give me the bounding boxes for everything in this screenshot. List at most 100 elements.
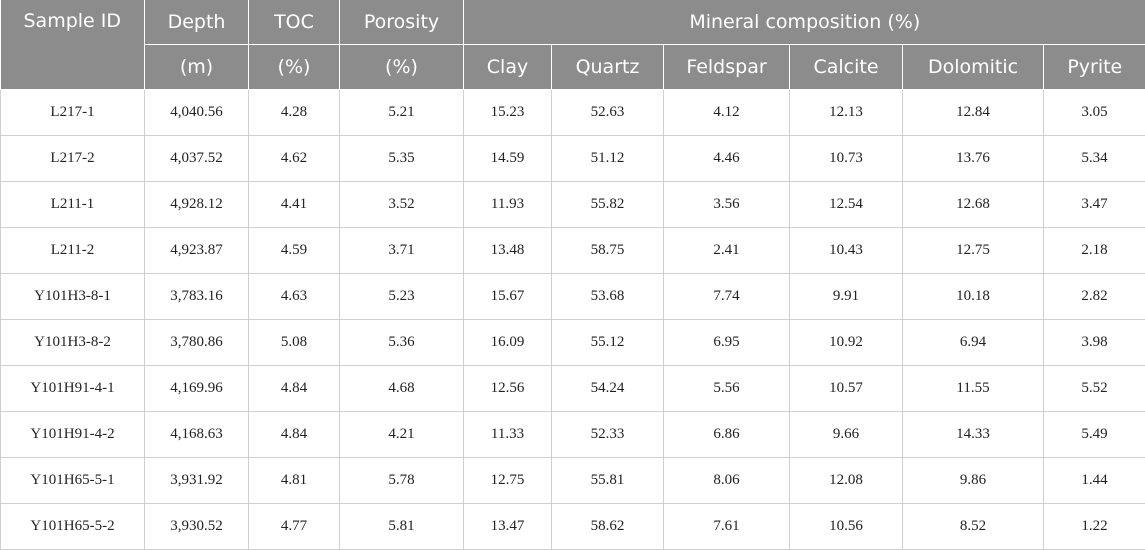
- header-porosity-unit: (%): [340, 45, 464, 90]
- cell-sample-id: L217-2: [1, 136, 145, 182]
- cell-porosity: 4.68: [340, 366, 464, 412]
- cell-dolomitic: 12.75: [903, 228, 1044, 274]
- cell-depth: 4,169.96: [145, 366, 249, 412]
- cell-toc: 4.63: [249, 274, 340, 320]
- cell-sample-id: Y101H91-4-1: [1, 366, 145, 412]
- header-depth: Depth: [145, 0, 249, 45]
- cell-depth: 4,168.63: [145, 412, 249, 458]
- cell-pyrite: 5.52: [1044, 366, 1145, 412]
- cell-sample-id: Y101H3-8-2: [1, 320, 145, 366]
- cell-dolomitic: 10.18: [903, 274, 1044, 320]
- cell-porosity: 4.21: [340, 412, 464, 458]
- cell-pyrite: 1.44: [1044, 458, 1145, 504]
- cell-clay: 12.75: [464, 458, 552, 504]
- cell-depth: 4,928.12: [145, 182, 249, 228]
- cell-clay: 13.48: [464, 228, 552, 274]
- cell-sample-id: Y101H65-5-2: [1, 504, 145, 550]
- cell-calcite: 12.08: [790, 458, 903, 504]
- cell-pyrite: 3.98: [1044, 320, 1145, 366]
- cell-dolomitic: 14.33: [903, 412, 1044, 458]
- cell-clay: 16.09: [464, 320, 552, 366]
- cell-porosity: 5.36: [340, 320, 464, 366]
- cell-quartz: 52.33: [552, 412, 664, 458]
- cell-pyrite: 5.49: [1044, 412, 1145, 458]
- cell-toc: 4.81: [249, 458, 340, 504]
- cell-dolomitic: 12.68: [903, 182, 1044, 228]
- cell-pyrite: 1.22: [1044, 504, 1145, 550]
- header-toc: TOC: [249, 0, 340, 45]
- cell-calcite: 12.13: [790, 90, 903, 136]
- cell-sample-id: Y101H65-5-1: [1, 458, 145, 504]
- cell-pyrite: 5.34: [1044, 136, 1145, 182]
- cell-feldspar: 7.61: [664, 504, 790, 550]
- cell-clay: 14.59: [464, 136, 552, 182]
- cell-toc: 4.84: [249, 412, 340, 458]
- cell-porosity: 3.52: [340, 182, 464, 228]
- cell-clay: 11.33: [464, 412, 552, 458]
- cell-pyrite: 3.05: [1044, 90, 1145, 136]
- header-sample-id: Sample ID: [1, 0, 145, 90]
- cell-calcite: 10.57: [790, 366, 903, 412]
- cell-pyrite: 2.18: [1044, 228, 1145, 274]
- cell-depth: 3,783.16: [145, 274, 249, 320]
- cell-toc: 4.28: [249, 90, 340, 136]
- cell-sample-id: L211-1: [1, 182, 145, 228]
- cell-sample-id: Y101H3-8-1: [1, 274, 145, 320]
- cell-dolomitic: 8.52: [903, 504, 1044, 550]
- cell-porosity: 5.35: [340, 136, 464, 182]
- cell-quartz: 52.63: [552, 90, 664, 136]
- header-toc-unit: (%): [249, 45, 340, 90]
- cell-porosity: 5.21: [340, 90, 464, 136]
- cell-toc: 5.08: [249, 320, 340, 366]
- cell-feldspar: 3.56: [664, 182, 790, 228]
- header-clay: Clay: [464, 45, 552, 90]
- cell-dolomitic: 13.76: [903, 136, 1044, 182]
- cell-depth: 4,037.52: [145, 136, 249, 182]
- cell-calcite: 10.73: [790, 136, 903, 182]
- cell-porosity: 5.81: [340, 504, 464, 550]
- cell-sample-id: Y101H91-4-2: [1, 412, 145, 458]
- header-calcite: Calcite: [790, 45, 903, 90]
- cell-calcite: 12.54: [790, 182, 903, 228]
- cell-pyrite: 3.47: [1044, 182, 1145, 228]
- cell-feldspar: 7.74: [664, 274, 790, 320]
- cell-dolomitic: 12.84: [903, 90, 1044, 136]
- cell-toc: 4.84: [249, 366, 340, 412]
- cell-quartz: 51.12: [552, 136, 664, 182]
- cell-clay: 11.93: [464, 182, 552, 228]
- header-feldspar: Feldspar: [664, 45, 790, 90]
- cell-quartz: 55.12: [552, 320, 664, 366]
- cell-calcite: 9.66: [790, 412, 903, 458]
- cell-calcite: 10.43: [790, 228, 903, 274]
- cell-feldspar: 5.56: [664, 366, 790, 412]
- cell-dolomitic: 9.86: [903, 458, 1044, 504]
- cell-quartz: 58.75: [552, 228, 664, 274]
- cell-quartz: 55.81: [552, 458, 664, 504]
- cell-feldspar: 4.46: [664, 136, 790, 182]
- cell-depth: 3,780.86: [145, 320, 249, 366]
- header-depth-unit: (m): [145, 45, 249, 90]
- cell-clay: 15.23: [464, 90, 552, 136]
- cell-toc: 4.59: [249, 228, 340, 274]
- cell-quartz: 53.68: [552, 274, 664, 320]
- cell-depth: 4,040.56: [145, 90, 249, 136]
- cell-feldspar: 4.12: [664, 90, 790, 136]
- header-pyrite: Pyrite: [1044, 45, 1145, 90]
- cell-depth: 4,923.87: [145, 228, 249, 274]
- header-porosity: Porosity: [340, 0, 464, 45]
- cell-sample-id: L211-2: [1, 228, 145, 274]
- cell-feldspar: 8.06: [664, 458, 790, 504]
- cell-clay: 15.67: [464, 274, 552, 320]
- cell-porosity: 3.71: [340, 228, 464, 274]
- cell-clay: 13.47: [464, 504, 552, 550]
